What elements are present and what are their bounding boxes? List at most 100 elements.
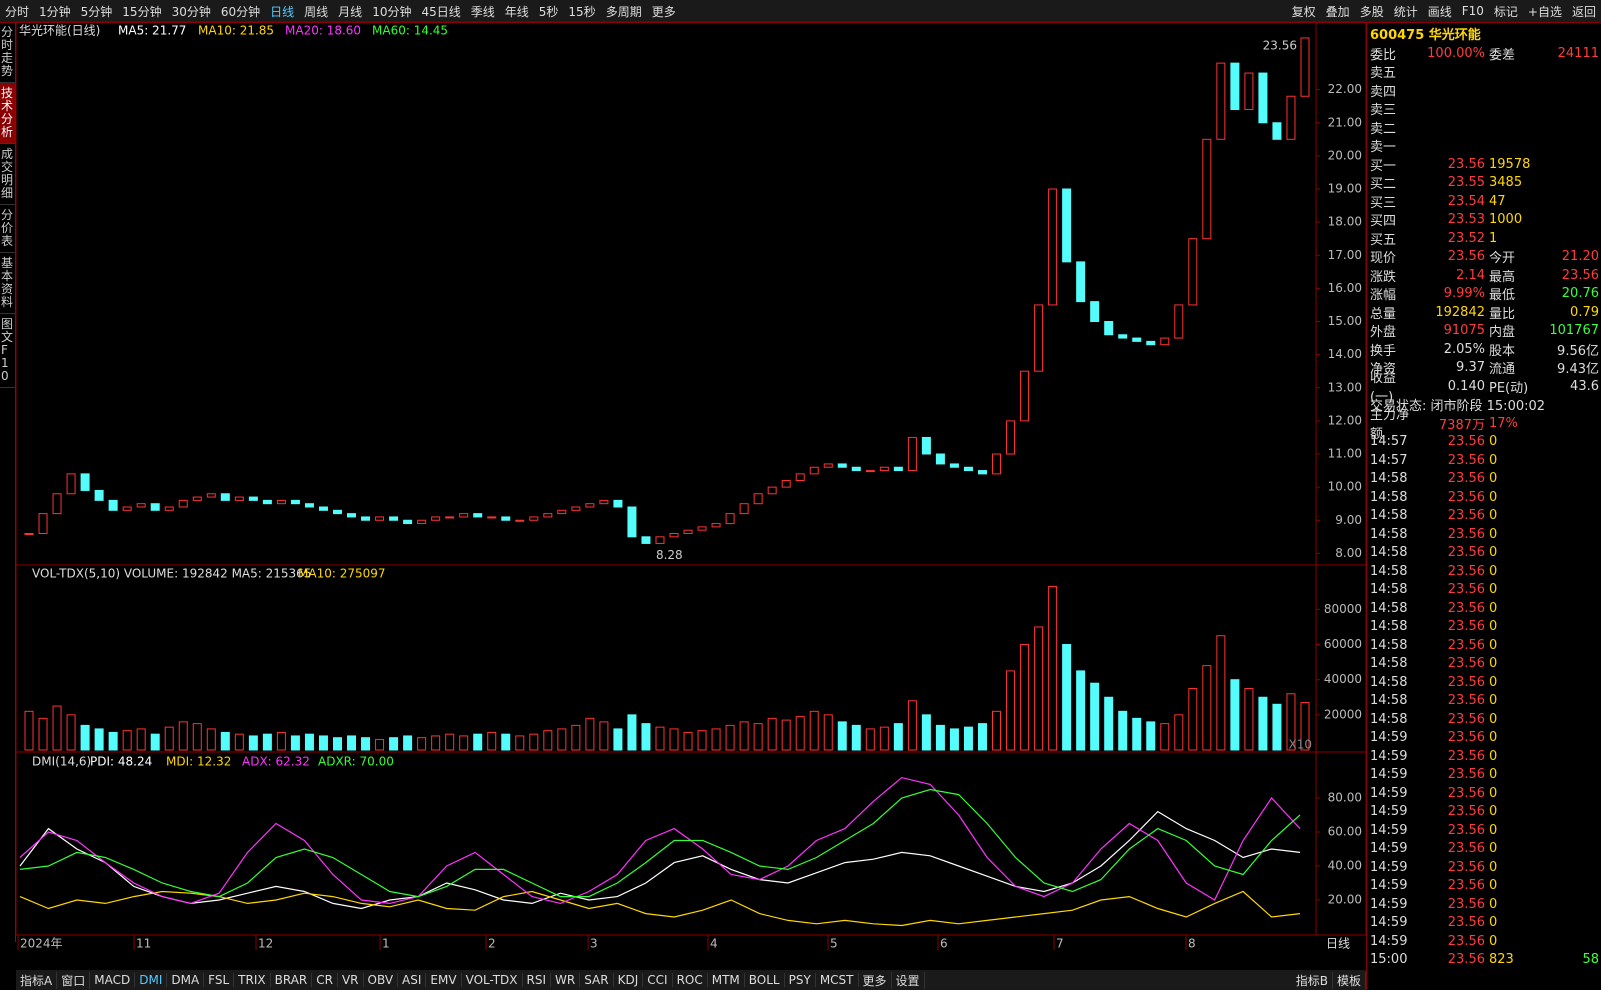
side-tab[interactable]: 分时走势 [0, 22, 15, 83]
volume-bar [108, 731, 118, 751]
quote-cell: 14:58 [1370, 508, 1408, 524]
quote-cell: 23.56 [1447, 156, 1485, 172]
dmi-legend: ADX: 62.32 [242, 755, 310, 769]
quote-row: 买一 23.56 19578 [1367, 155, 1601, 174]
toolbar-button[interactable]: 5秒 [538, 4, 559, 19]
toolbar-button[interactable]: +自选 [1527, 4, 1562, 19]
toolbar-button[interactable]: 日线 [270, 4, 295, 19]
toolbar-button[interactable]: 10分钟 [372, 4, 412, 19]
candle [809, 466, 819, 475]
toolbar-button[interactable]: 多周期 [605, 4, 642, 19]
indicator-tab[interactable]: MTM [708, 973, 745, 987]
quote-cell: 总量 [1370, 306, 1397, 322]
candle [403, 519, 413, 525]
toolbar-button[interactable]: 标记 [1493, 4, 1518, 19]
toolbar-button[interactable]: 60分钟 [220, 4, 261, 19]
toolbar-button[interactable]: 多股 [1359, 4, 1384, 19]
quote-cell: 9.56亿 [1557, 343, 1599, 359]
volume-bar [459, 735, 469, 751]
indicator-tab[interactable]: KDJ [614, 973, 644, 987]
toolbar-button[interactable]: 复权 [1291, 4, 1316, 19]
toolbar-button[interactable]: 15秒 [568, 4, 596, 19]
indicator-tab[interactable]: WR [551, 973, 581, 987]
quote-cell: 净资 [1370, 362, 1397, 378]
chart: 8.009.0010.0011.0012.0013.0014.0015.0016… [15, 21, 1366, 951]
quote-cell: 23.56 [1447, 822, 1485, 838]
template-tab[interactable]: 指标B [1292, 971, 1333, 989]
volume-bar [1216, 635, 1226, 751]
indicator-tab[interactable]: DMA [167, 973, 205, 987]
indicator-tab[interactable]: VR [338, 973, 364, 987]
toolbar-button[interactable]: 30分钟 [171, 4, 211, 19]
volume-bar [1090, 682, 1100, 751]
template-tab[interactable]: 模板 [1333, 971, 1366, 989]
toolbar-button[interactable]: F10 [1461, 4, 1484, 18]
indicator-tab[interactable]: DMI [135, 973, 168, 987]
quote-cell: 0 [1489, 841, 1498, 857]
side-tab[interactable]: 技术分析 [0, 83, 15, 144]
candle [1048, 188, 1058, 306]
toolbar-button[interactable]: 返回 [1571, 4, 1596, 19]
toolbar-button[interactable]: 1分钟 [39, 4, 71, 19]
volume-bar [1146, 721, 1156, 751]
side-tab[interactable]: 基本资料 [0, 253, 15, 314]
indicator-tab[interactable]: MACD [90, 973, 136, 987]
quote-row: 14:58 23.56 0 [1367, 618, 1601, 637]
indicator-tab[interactable]: 设置 [892, 971, 925, 989]
y-tick-label: 60000 [1324, 637, 1362, 651]
toolbar-button[interactable]: 15分钟 [122, 4, 162, 19]
indicator-tab[interactable]: BRAR [271, 973, 313, 987]
indicator-tab[interactable]: CCI [643, 973, 673, 987]
side-tab[interactable]: 成交明细 [0, 144, 15, 205]
indicator-tab[interactable]: PSY [785, 973, 816, 987]
quote-cell: 23.56 [1447, 674, 1485, 690]
side-tab[interactable]: 分价表 [0, 205, 15, 253]
candle [529, 516, 539, 521]
indicator-tab[interactable]: SAR [580, 973, 614, 987]
quote-cell: 14:58 [1370, 693, 1408, 709]
candle [515, 519, 525, 522]
ma-legend: MA60: 14.45 [372, 24, 448, 38]
candle [1006, 420, 1016, 455]
toolbar-button[interactable]: 统计 [1393, 4, 1418, 19]
toolbar-button[interactable]: 画线 [1427, 4, 1452, 19]
toolbar-button[interactable]: 分时 [5, 4, 30, 19]
candle [613, 499, 623, 508]
quote-row: 14:59 23.56 0 [1367, 914, 1601, 933]
indicator-tab[interactable]: EMV [426, 973, 462, 987]
x-date-label: 2 [488, 937, 496, 951]
indicator-tab[interactable]: 更多 [859, 971, 892, 989]
indicator-tab[interactable]: RSI [523, 973, 552, 987]
indicator-tab[interactable]: FSL [204, 973, 235, 987]
indicator-tab[interactable]: ROC [673, 973, 708, 987]
indicator-tab[interactable]: OBV [364, 973, 399, 987]
indicator-tab[interactable]: 窗口 [57, 971, 91, 989]
indicator-tab[interactable]: CR [312, 973, 338, 987]
toolbar-button[interactable]: 月线 [338, 4, 363, 19]
volume-bar [613, 728, 623, 751]
indicator-tab[interactable]: BOLL [745, 973, 785, 987]
toolbar-button[interactable]: 45日线 [421, 4, 461, 19]
indicator-tab[interactable]: MCST [816, 973, 859, 987]
quote-cell: 2.14 [1456, 267, 1485, 283]
side-tab[interactable]: 图文F10 [0, 314, 15, 388]
candle [921, 436, 931, 455]
indicator-tab[interactable]: TRIX [234, 973, 271, 987]
toolbar-button[interactable]: 周线 [304, 4, 329, 19]
toolbar-button[interactable]: 5分钟 [80, 4, 113, 19]
indicator-tab[interactable]: 指标A [16, 971, 58, 989]
toolbar-button[interactable]: 季线 [470, 4, 495, 19]
quote-cell: 0 [1489, 785, 1498, 801]
indicator-tab[interactable]: ASI [398, 973, 427, 987]
quote-cell: 0 [1489, 582, 1498, 598]
quote-cell: 14:59 [1370, 748, 1408, 764]
toolbar-button[interactable]: 年线 [504, 4, 529, 19]
y-tick-label: 14.00 [1328, 347, 1362, 361]
toolbar-button[interactable]: 叠加 [1325, 4, 1350, 19]
quote-row: 14:59 23.56 0 [1367, 840, 1601, 859]
quote-cell: 现价 [1370, 251, 1397, 267]
indicator-tab[interactable]: VOL-TDX [462, 973, 523, 987]
toolbar-button[interactable]: 更多 [651, 4, 676, 19]
x-date-label: 7 [1056, 937, 1064, 951]
